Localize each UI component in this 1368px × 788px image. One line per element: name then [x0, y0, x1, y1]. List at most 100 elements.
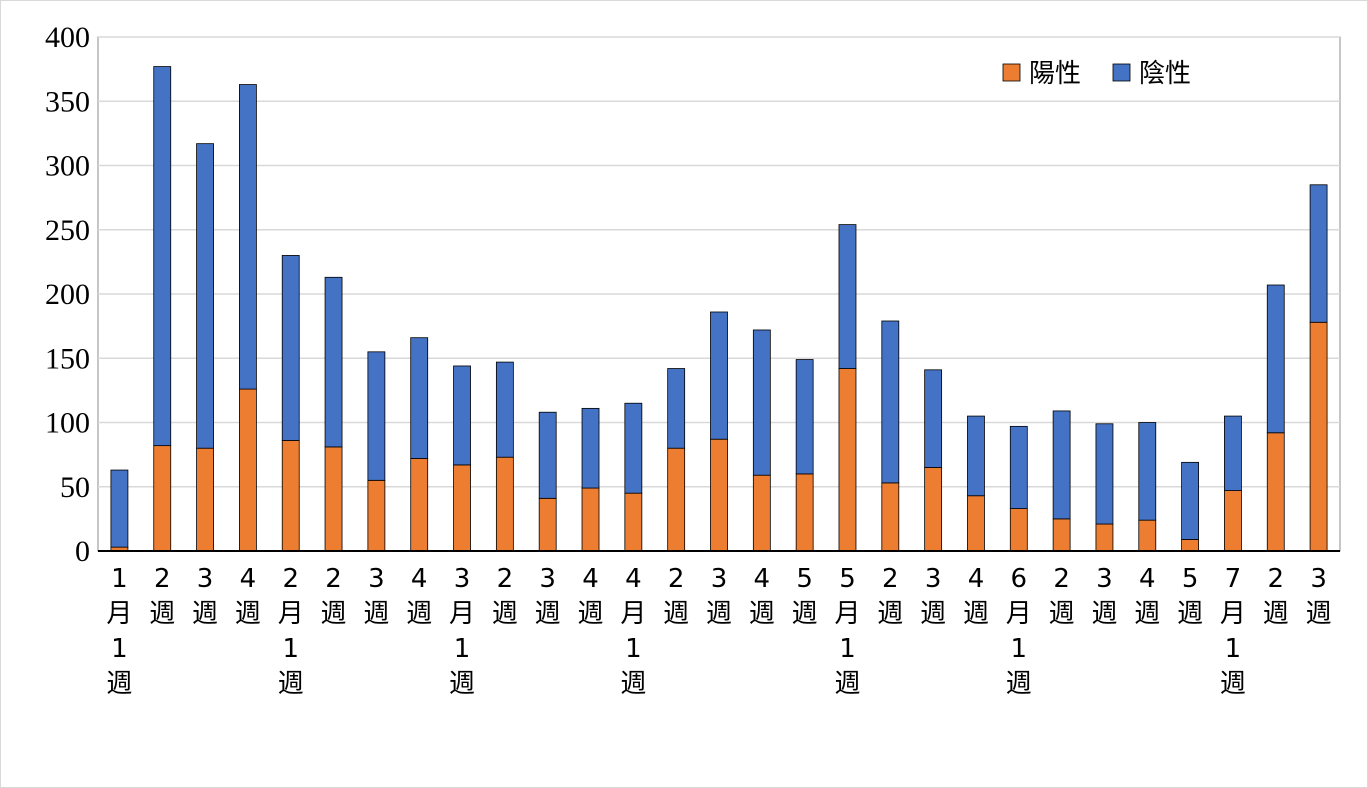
bar-segment: [238, 84, 257, 390]
x-tick-label: 2: [1267, 564, 1284, 594]
x-tick-label: 週: [1091, 599, 1117, 629]
x-tick-label: 週: [321, 599, 347, 629]
x-tick-label: 週: [1049, 599, 1075, 629]
legend-label: 陽性: [1029, 59, 1081, 89]
x-tick-label: 5: [796, 564, 813, 594]
bar-segment: [495, 456, 514, 552]
x-tick-label: 週: [1006, 669, 1032, 699]
bar-segment: [153, 66, 172, 447]
x-tick-label: 1: [1011, 634, 1028, 664]
bar-segment: [924, 369, 943, 468]
x-tick-label: 週: [578, 599, 604, 629]
x-tick-label: 1: [625, 634, 642, 664]
bar-segment: [367, 479, 386, 552]
x-tick-label: 週: [963, 599, 989, 629]
x-tick-label: 2: [282, 564, 299, 594]
bar-segment: [453, 365, 471, 466]
y-tick-label: 400: [45, 21, 90, 54]
legend-swatch: [1112, 63, 1131, 82]
x-tick-label: 月: [278, 599, 304, 629]
x-tick-label: 4: [625, 564, 642, 594]
bar-segment: [1138, 519, 1157, 552]
bar-segment: [838, 224, 857, 369]
y-tick-label: 50: [60, 471, 90, 504]
x-tick-label: 5: [839, 564, 856, 594]
x-tick-label: 週: [192, 599, 218, 629]
x-tick-label: 週: [792, 599, 818, 629]
x-tick-label: 2: [882, 564, 899, 594]
x-tick-label: 週: [363, 599, 389, 629]
bar-segment: [1309, 321, 1328, 552]
bar-segment: [410, 458, 429, 552]
x-tick-label: 7: [1225, 564, 1242, 594]
x-tick-label: 週: [620, 669, 646, 699]
bar-segment: [838, 368, 857, 552]
x-tick-label: 6: [1011, 564, 1028, 594]
x-tick-label: 週: [449, 669, 475, 699]
bar-segment: [1224, 490, 1242, 552]
y-tick-label: 300: [45, 150, 90, 183]
bar-segment: [1309, 184, 1328, 323]
x-tick-label: 週: [235, 599, 261, 629]
x-tick-label: 週: [749, 599, 775, 629]
bar-segment: [1052, 410, 1071, 520]
bar-segment: [538, 497, 557, 552]
bar-segment: [1009, 508, 1028, 552]
x-tick-label: 4: [1139, 564, 1156, 594]
x-tick-label: 3: [925, 564, 942, 594]
x-tick-label: 週: [1263, 599, 1289, 629]
y-tick-label: 250: [45, 214, 90, 247]
bar-segment: [881, 320, 900, 484]
x-tick-label: 3: [1096, 564, 1113, 594]
bar-segment: [752, 474, 771, 552]
x-tick-label: 1: [839, 634, 856, 664]
x-tick-label: 月: [834, 599, 860, 629]
x-tick-label: 週: [663, 599, 689, 629]
bar-segment: [324, 446, 343, 552]
bar-segment: [196, 447, 214, 552]
x-tick-label: 4: [240, 564, 257, 594]
bar-segment: [153, 445, 172, 552]
bar-segment: [667, 447, 686, 552]
x-tick-label: 月: [449, 599, 475, 629]
y-tick-label: 150: [45, 342, 90, 375]
y-tick-label: 200: [45, 278, 90, 311]
x-tick-label: 4: [582, 564, 599, 594]
legend-swatch: [1002, 63, 1021, 82]
x-tick-label: 週: [1220, 669, 1246, 699]
bar-segment: [1266, 432, 1285, 552]
x-tick-label: 1: [111, 564, 128, 594]
bar-segment: [196, 143, 214, 449]
x-tick-label: 週: [278, 669, 304, 699]
bar-segment: [367, 351, 386, 481]
x-tick-label: 1: [282, 634, 299, 664]
x-tick-label: 週: [877, 599, 903, 629]
x-tick-label: 3: [1310, 564, 1327, 594]
bar-segment: [453, 464, 471, 552]
bar-segment: [795, 359, 814, 475]
bar-segment: [1224, 415, 1242, 492]
x-tick-label: 3: [197, 564, 214, 594]
x-tick-label: 週: [106, 669, 132, 699]
x-tick-label: 2: [1053, 564, 1070, 594]
x-tick-label: 1: [1225, 634, 1242, 664]
x-tick-label: 週: [1306, 599, 1332, 629]
x-tick-label: 月: [620, 599, 646, 629]
x-tick-label: 4: [411, 564, 428, 594]
bar-segment: [581, 407, 600, 489]
y-tick-label: 0: [75, 535, 90, 568]
bar-segment: [538, 411, 557, 499]
x-tick-label: 週: [535, 599, 561, 629]
bar-segment: [881, 482, 900, 552]
x-tick-label: 2: [154, 564, 171, 594]
bar-segment: [967, 495, 985, 552]
bar-segment: [710, 311, 728, 440]
bar-segment: [1266, 284, 1285, 434]
x-tick-label: 3: [454, 564, 471, 594]
x-tick-label: 週: [1177, 599, 1203, 629]
bar-segment: [1095, 423, 1114, 525]
x-tick-label: 週: [1134, 599, 1160, 629]
legend-label: 陰性: [1139, 59, 1191, 89]
